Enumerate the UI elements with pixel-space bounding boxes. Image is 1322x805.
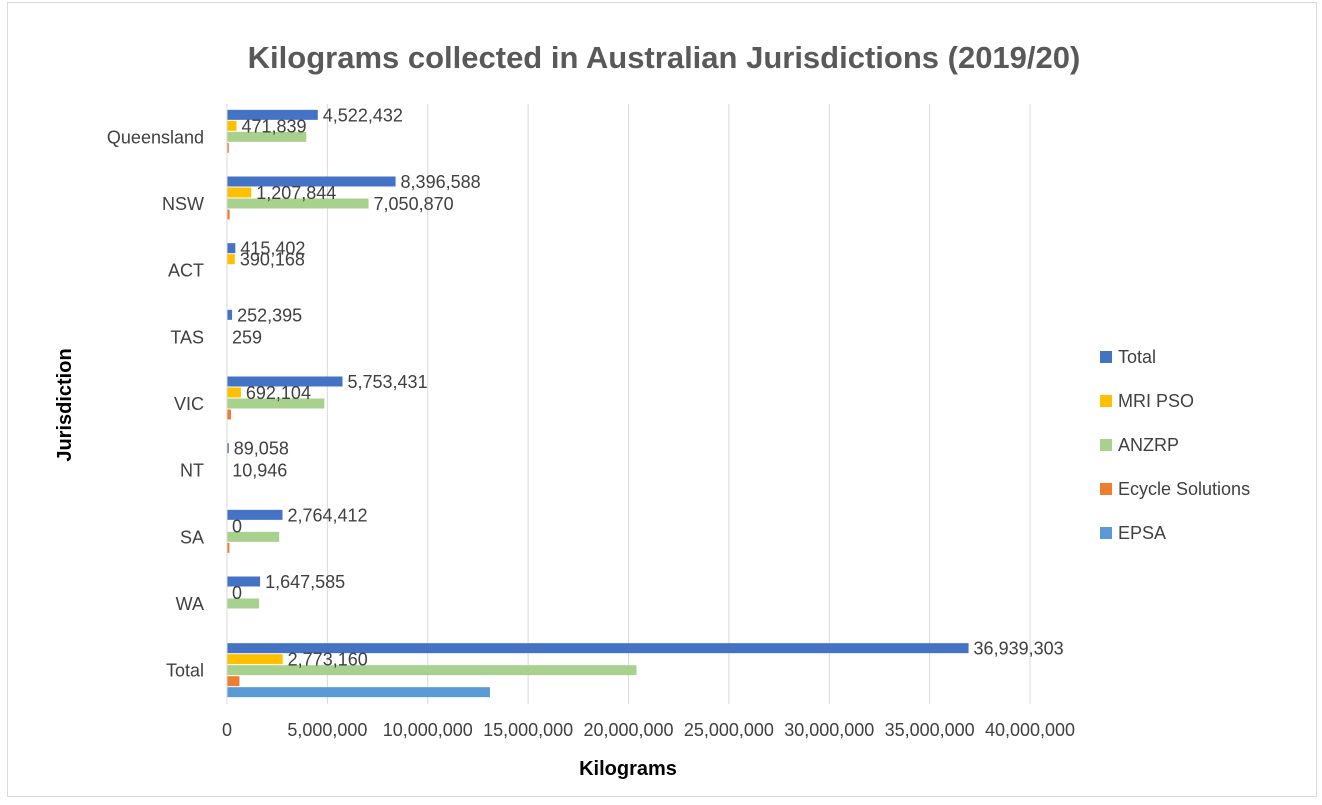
bar (227, 376, 343, 387)
y-category-label: VIC (174, 394, 204, 414)
x-tick-label: 10,000,000 (383, 720, 473, 740)
bar (227, 131, 307, 142)
bar (227, 598, 260, 609)
data-label: 89,058 (234, 439, 289, 459)
x-axis-title: Kilograms (579, 758, 677, 780)
bar (227, 309, 233, 320)
x-tick-label: 0 (222, 720, 232, 740)
bar (227, 687, 490, 698)
bar (227, 576, 261, 587)
legend-swatch (1100, 439, 1112, 451)
y-category-label: WA (176, 594, 204, 614)
bar (227, 109, 318, 120)
y-category-label: Total (166, 661, 204, 681)
y-category-label: Queensland (107, 127, 204, 147)
y-category-label: SA (180, 527, 204, 547)
x-tick-label: 5,000,000 (287, 720, 367, 740)
data-label: 2,764,412 (287, 505, 367, 525)
y-category-label: TAS (170, 327, 204, 347)
bar (227, 676, 240, 687)
data-labels: 4,522,432 471,839 8,396,588 1,207,844 7,050,… (232, 105, 1064, 669)
data-label: 471,839 (241, 116, 306, 136)
bar (227, 176, 396, 187)
bar (227, 509, 283, 520)
legend-label: MRI PSO (1118, 391, 1194, 411)
x-tick-label: 15,000,000 (483, 720, 573, 740)
data-label: 7,050,870 (374, 194, 454, 214)
y-category-label: ACT (168, 261, 204, 281)
bar (227, 243, 236, 254)
bar (227, 387, 241, 398)
gridlines (326, 104, 1031, 704)
data-label: 1,647,585 (265, 572, 345, 592)
bar (227, 254, 235, 265)
data-label: 4,522,432 (323, 105, 403, 125)
data-label: 252,395 (237, 305, 302, 325)
data-label: 1,207,844 (256, 183, 336, 203)
bar (227, 120, 237, 131)
legend-label: Total (1118, 347, 1156, 367)
y-axis-tick-labels: Queensland NSW ACT TAS VIC NT SA WA Total (107, 127, 204, 680)
bar (227, 142, 229, 153)
y-category-label: NSW (162, 194, 204, 214)
legend-label: Ecycle Solutions (1118, 479, 1250, 499)
data-label: 415,402 (240, 239, 305, 259)
bar (227, 654, 283, 665)
x-tick-label: 40,000,000 (985, 720, 1075, 740)
bar (227, 665, 637, 676)
chart-frame (7, 2, 1317, 797)
x-tick-label: 25,000,000 (684, 720, 774, 740)
y-axis-title: Jurisdiction (54, 348, 76, 461)
data-label: 2,773,160 (288, 650, 368, 670)
x-tick-label: 35,000,000 (885, 720, 975, 740)
bar (227, 443, 229, 454)
x-axis-tick-labels: 0 5,000,000 10,000,000 15,000,000 20,000,000… (222, 720, 1075, 740)
legend-swatch (1100, 395, 1112, 407)
data-label: 8,396,588 (401, 172, 481, 192)
legend-swatch (1100, 483, 1112, 495)
x-tick-label: 30,000,000 (784, 720, 874, 740)
bar (227, 531, 280, 542)
legend-swatch (1100, 527, 1112, 539)
data-label: 36,939,303 (974, 639, 1064, 659)
data-label: 390,168 (240, 250, 305, 270)
bar (227, 209, 230, 220)
data-label: 5,753,431 (348, 372, 428, 392)
bar (227, 409, 232, 420)
chart-title: Kilograms collected in Australian Jurisd… (248, 40, 1081, 75)
data-label: 10,946 (232, 461, 287, 481)
legend-label: EPSA (1118, 523, 1166, 543)
data-label: 692,104 (246, 383, 311, 403)
data-label: 0 (232, 583, 242, 603)
y-category-label: NT (180, 461, 204, 481)
data-label: 0 (232, 516, 242, 536)
data-label: 259 (232, 327, 262, 347)
legend: Total MRI PSO ANZRP Ecycle Solutions EPSA (1100, 347, 1250, 543)
legend-swatch (1100, 351, 1112, 363)
bar (227, 198, 369, 209)
bar (227, 542, 230, 553)
bar (227, 187, 252, 198)
x-tick-label: 20,000,000 (583, 720, 673, 740)
bar (227, 643, 969, 654)
bar (227, 398, 325, 409)
legend-label: ANZRP (1118, 435, 1179, 455)
bars (227, 109, 969, 698)
